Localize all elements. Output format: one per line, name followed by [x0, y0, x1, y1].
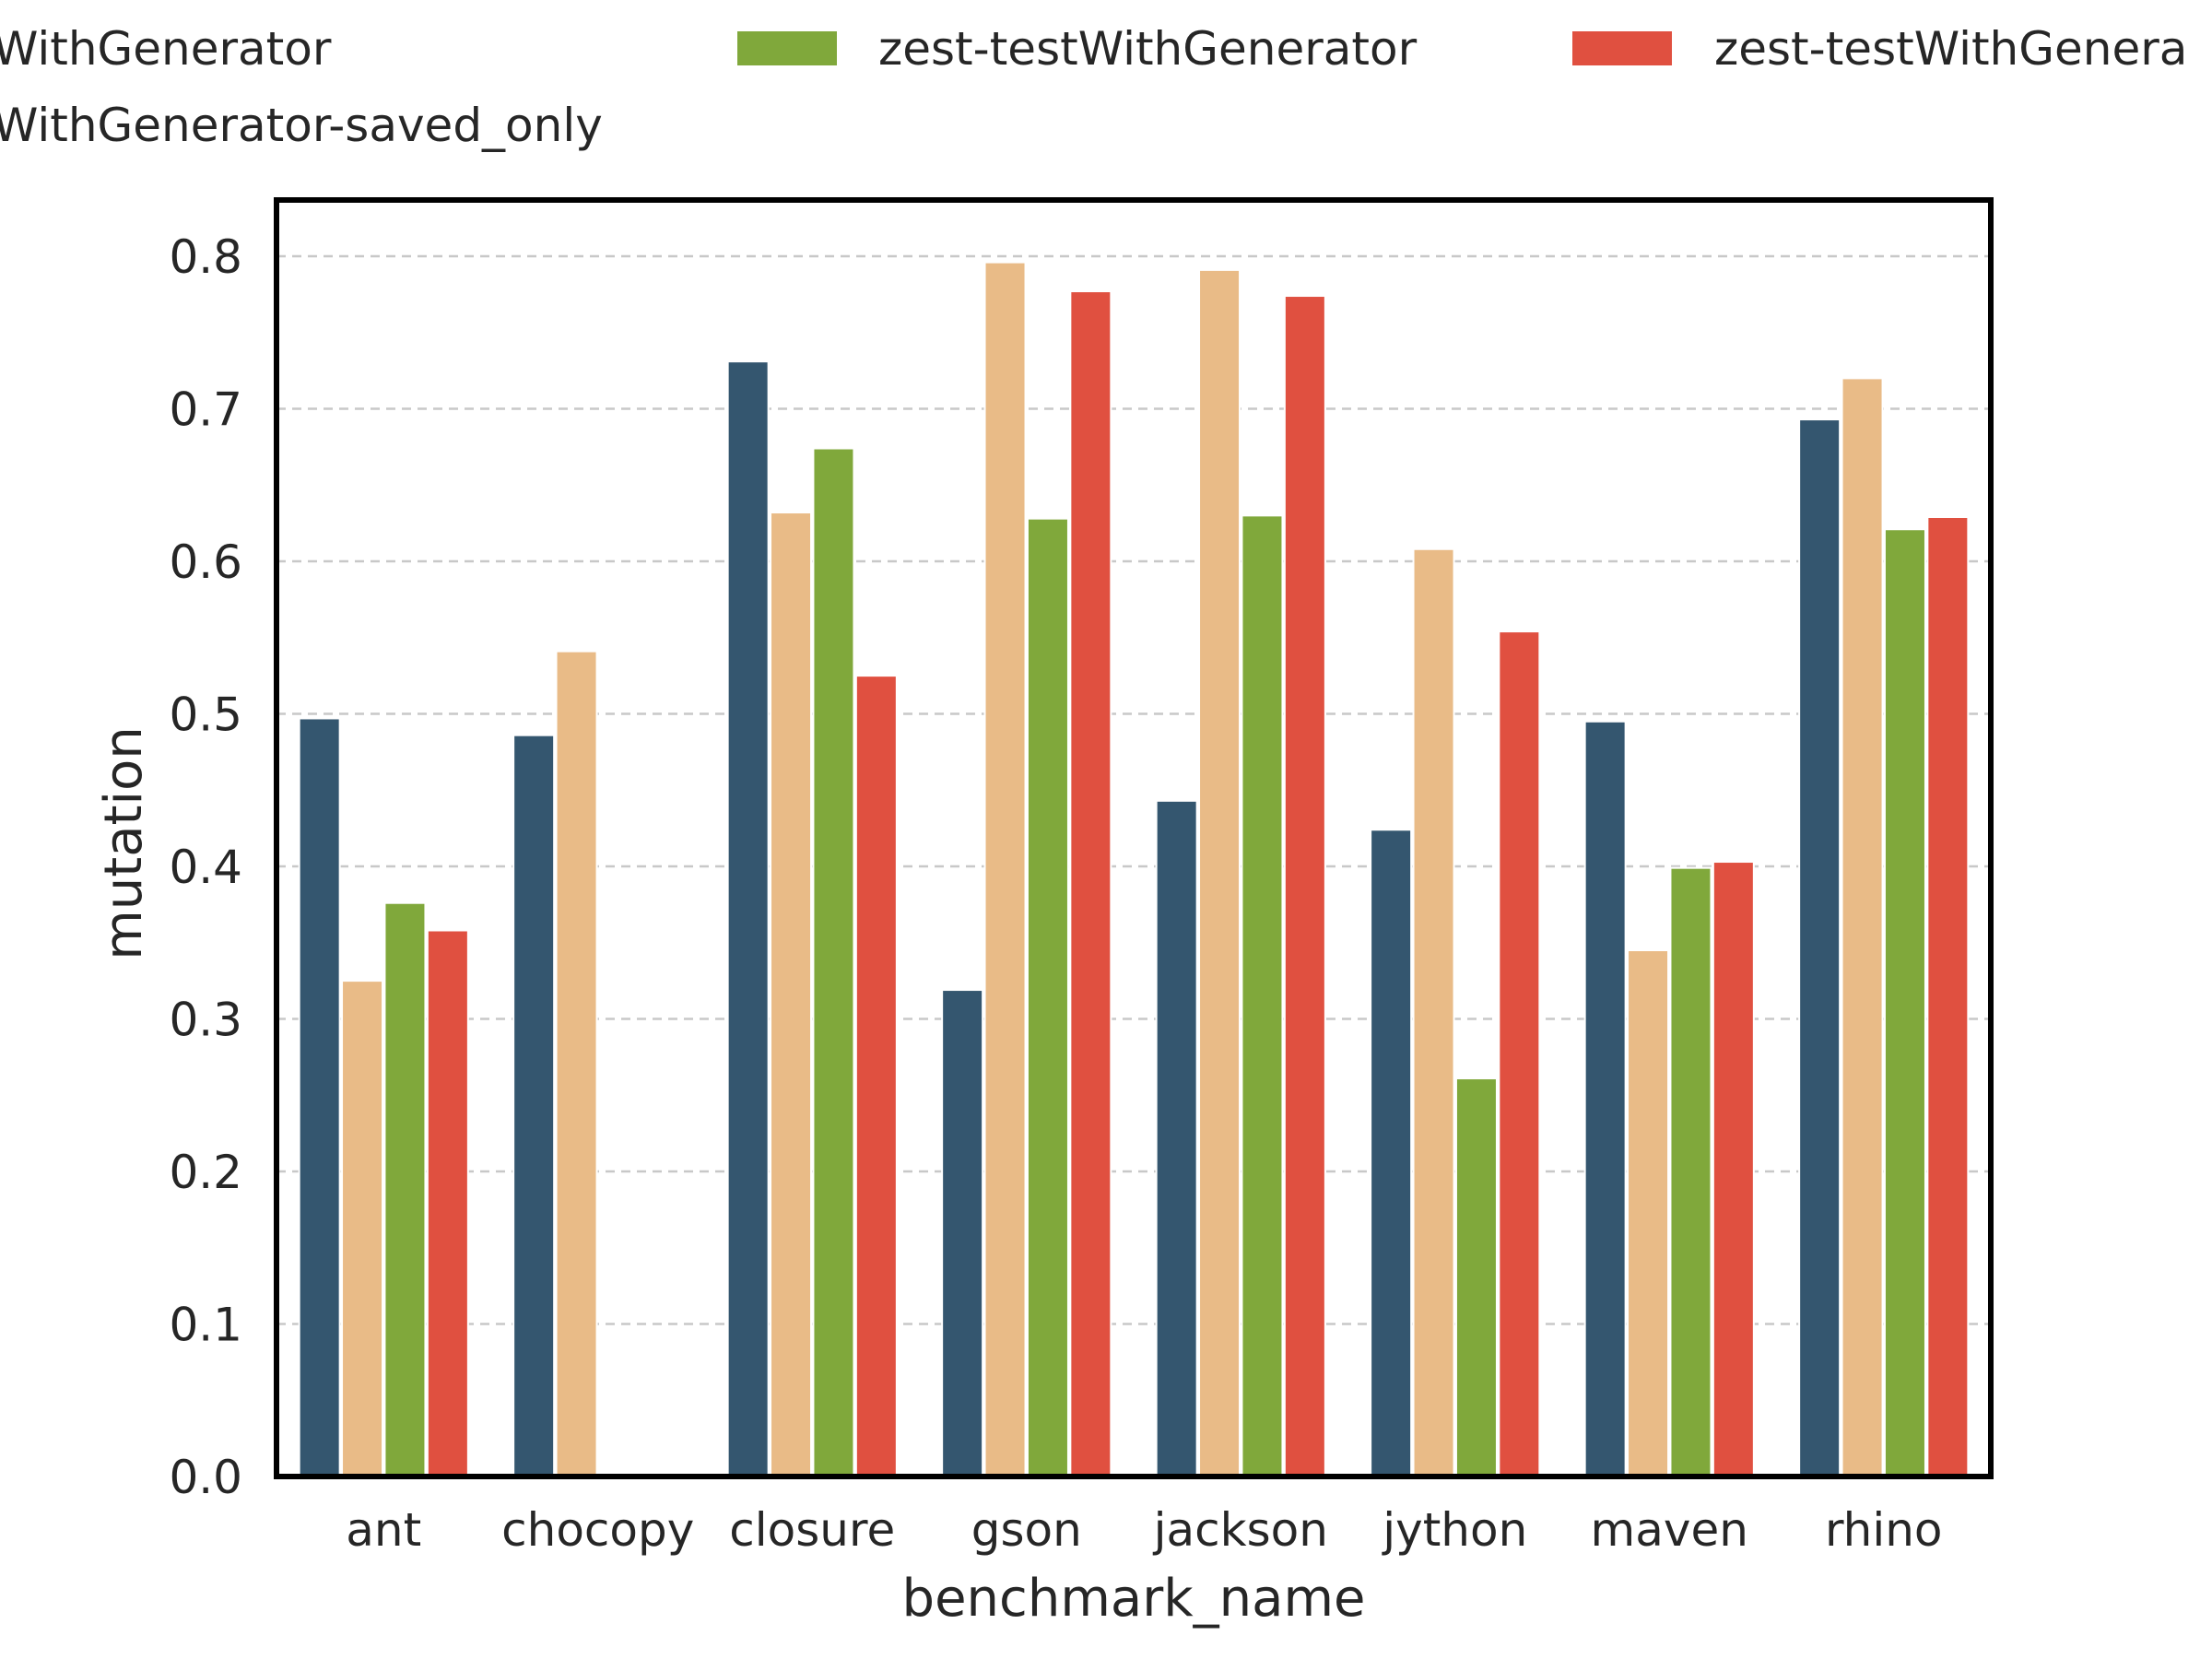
bar-chocopy-series-2	[555, 650, 598, 1477]
bar-ant-series-1	[298, 717, 341, 1477]
bar-maven-series-2	[1627, 949, 1670, 1477]
legend-swatch	[1572, 31, 1672, 65]
x-tick-label: jackson	[1153, 1503, 1328, 1557]
y-tick-label: 0.2	[169, 1146, 242, 1199]
bar-rhino-series-1	[1798, 418, 1841, 1478]
bar-ant-series-2	[341, 980, 384, 1477]
bar-jython-series-1	[1370, 829, 1413, 1477]
x-tick-label: maven	[1591, 1503, 1748, 1557]
bar-ant-series-4	[426, 929, 469, 1477]
bar-jython-series-4	[1498, 630, 1541, 1477]
y-tick-label: 0.4	[169, 841, 242, 894]
legend-label: WithGenerator-saved_only	[0, 99, 603, 152]
bar-gson-series-3	[1026, 517, 1069, 1477]
y-tick-label: 0.0	[169, 1451, 242, 1504]
y-axis-ticks: 0.0 0.1 0.2 0.3 0.4 0.5 0.6 0.7 0.8	[169, 230, 242, 1504]
bar-jython-series-2	[1412, 547, 1455, 1477]
bar-gson-series-4	[1069, 290, 1112, 1478]
bar-ant-series-3	[383, 901, 427, 1477]
x-tick-label: rhino	[1825, 1503, 1943, 1557]
bar-maven-series-1	[1583, 720, 1627, 1477]
x-tick-label: closure	[729, 1503, 895, 1557]
bars	[298, 261, 1970, 1478]
bar-jackson-series-4	[1283, 295, 1326, 1477]
bar-jackson-series-3	[1241, 514, 1284, 1477]
x-axis-title: benchmark_name	[902, 1569, 1366, 1629]
x-tick-label: ant	[346, 1503, 421, 1557]
x-tick-label: gson	[971, 1503, 1082, 1557]
y-tick-label: 0.7	[169, 383, 242, 437]
plot-frame	[274, 197, 1994, 1479]
bar-maven-series-4	[1712, 861, 1755, 1477]
y-tick-label: 0.8	[169, 230, 242, 284]
bar-rhino-series-2	[1841, 377, 1884, 1477]
bar-gson-series-2	[983, 261, 1027, 1477]
y-tick-label: 0.5	[169, 688, 242, 742]
bar-rhino-series-4	[1926, 516, 1970, 1477]
x-tick-label: jython	[1382, 1503, 1527, 1557]
bar-gson-series-1	[941, 989, 984, 1478]
y-tick-label: 0.3	[169, 994, 242, 1047]
bar-maven-series-3	[1669, 866, 1712, 1477]
legend-swatch	[737, 31, 837, 65]
legend-label: WithGenerator	[0, 22, 332, 76]
bar-closure-series-2	[770, 512, 813, 1477]
y-tick-label: 0.6	[169, 535, 242, 589]
y-tick-label: 0.1	[169, 1299, 242, 1352]
bar-closure-series-3	[812, 447, 855, 1477]
x-tick-label: chocopy	[501, 1503, 694, 1557]
bar-chocopy-series-1	[512, 734, 556, 1477]
bar-jackson-series-2	[1198, 268, 1241, 1477]
bar-rhino-series-3	[1883, 528, 1926, 1477]
bar-jackson-series-1	[1155, 799, 1198, 1477]
bar-closure-series-1	[726, 360, 770, 1478]
legend-label: zest-testWithGenerator	[878, 22, 1418, 76]
bar-closure-series-4	[854, 675, 898, 1477]
legend-label: zest-testWithGenera	[1714, 22, 2187, 76]
x-axis-ticks: ant chocopy closure gson jackson jython maven r…	[346, 1503, 1942, 1557]
y-axis-title: mutation	[94, 726, 154, 960]
bar-jython-series-3	[1454, 1077, 1498, 1478]
legend: WithGenerator WithGenerator-saved_only zes…	[0, 22, 2187, 152]
